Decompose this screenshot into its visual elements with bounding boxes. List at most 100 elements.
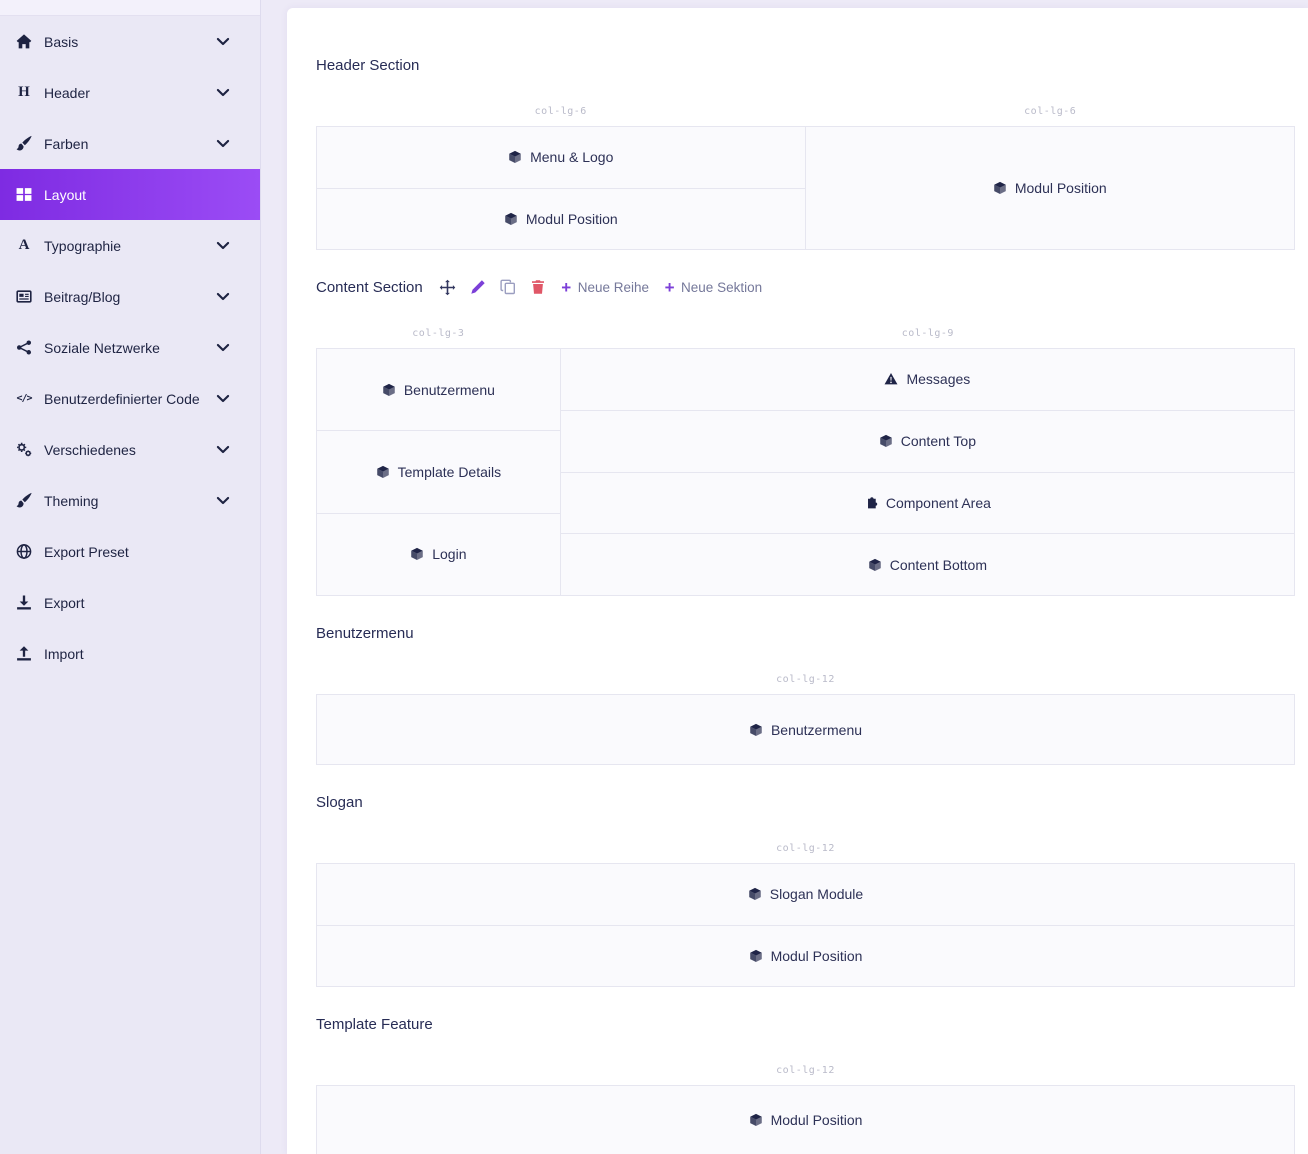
col-size-label: col-lg-6	[1024, 106, 1077, 117]
module-cell-menu-logo[interactable]: Menu & Logo	[317, 127, 805, 188]
add-neue-reihe-button[interactable]: + Neue Reihe	[560, 279, 650, 296]
sidebar-item-typographie[interactable]: A Typographie	[0, 220, 260, 271]
layout-section-benutzermenu: Benutzermenu col-lg-12 Benutzermenu	[316, 622, 1295, 765]
cube-icon	[508, 150, 522, 164]
module-label: Content Top	[900, 433, 976, 450]
sidebar-item-farben[interactable]: Farben	[0, 118, 260, 169]
module-cell-content-bottom[interactable]: Content Bottom	[560, 533, 1294, 595]
pencil-icon[interactable]	[470, 279, 486, 295]
col-size-label: col-lg-3	[412, 328, 465, 339]
cube-icon	[410, 547, 424, 561]
module-label: Benutzermenu	[403, 381, 495, 398]
download-icon	[15, 594, 33, 611]
sidebar-item-benutzerdefinierter-code[interactable]: </> Benutzerdefinierter Code	[0, 373, 260, 424]
module-label: Messages	[906, 371, 971, 388]
add-link-label: Neue Sektion	[681, 279, 763, 295]
sidebar-item-label: Basis	[44, 33, 79, 50]
module-cell-modul-position[interactable]: Modul Position	[317, 924, 1294, 987]
cube-icon	[376, 465, 390, 479]
cube-icon	[504, 212, 518, 226]
module-label: Modul Position	[525, 210, 618, 227]
column-box: Slogan Module Modul Position	[316, 863, 1295, 987]
sidebar-item-import[interactable]: Import	[0, 628, 260, 679]
share-icon	[15, 339, 33, 356]
module-cell-component-area[interactable]: Component Area	[560, 471, 1294, 534]
module-cell-slogan-module[interactable]: Slogan Module	[317, 864, 1294, 925]
cube-icon	[748, 887, 762, 901]
module-cell-messages[interactable]: Messages	[561, 349, 1294, 410]
sidebar-item-theming[interactable]: Theming	[0, 475, 260, 526]
section-title: Template Feature	[316, 1015, 433, 1033]
cube-icon	[382, 383, 396, 397]
layout-column: col-lg-6 Menu & Logo Modul Position	[316, 106, 806, 250]
add-neue-sektion-button[interactable]: + Neue Sektion	[663, 277, 763, 297]
add-link-label: Neue Reihe	[577, 279, 650, 295]
sidebar-item-verschiedenes[interactable]: Verschiedenes	[0, 424, 260, 475]
module-cell-login[interactable]: Login	[317, 512, 560, 595]
sidebar-item-label: Benutzerdefinierter Code	[44, 390, 200, 407]
sidebar-item-soziale-netzwerke[interactable]: Soziale Netzwerke	[0, 322, 260, 373]
sidebar-item-label: Layout	[44, 186, 87, 203]
module-cell-benutzermenu[interactable]: Benutzermenu	[317, 695, 1294, 764]
chevron-down-icon	[214, 84, 232, 101]
cube-icon	[749, 723, 763, 737]
sidebar-item-layout[interactable]: Layout	[0, 169, 260, 220]
chevron-down-icon	[214, 441, 232, 458]
column-box: Messages Content Top Component Area Content…	[560, 348, 1295, 596]
module-cell-modul-position[interactable]: Modul Position	[317, 187, 805, 250]
col-size-label: col-lg-12	[776, 674, 835, 685]
module-label: Benutzermenu	[770, 721, 863, 738]
chevron-down-icon	[214, 492, 232, 509]
layout-column: col-lg-12 Slogan Module Modul Position	[316, 843, 1295, 987]
newspaper-icon	[15, 288, 33, 305]
globe-icon	[15, 543, 33, 560]
layout-section-content-section: Content Section + Neue Reihe + Neue Sektion c…	[316, 276, 1295, 596]
sidebar-item-basis[interactable]: Basis	[0, 16, 260, 67]
sidebar-item-export-preset[interactable]: Export Preset	[0, 526, 260, 577]
module-label: Modul Position	[770, 947, 863, 964]
sidebar-item-label: Typographie	[44, 237, 122, 254]
col-size-label: col-lg-6	[534, 106, 587, 117]
layout-column: col-lg-12 Benutzermenu	[316, 674, 1295, 765]
chevron-down-icon	[214, 339, 232, 356]
section-title: Content Section	[316, 278, 423, 296]
cube-icon	[879, 434, 893, 448]
module-label: Modul Position	[1014, 180, 1107, 196]
section-title: Slogan	[316, 793, 363, 811]
module-cell-modul-position[interactable]: Modul Position	[317, 1086, 1294, 1154]
module-label: Content Bottom	[889, 556, 988, 573]
plus-icon: +	[664, 277, 675, 297]
sidebar-item-label: Import	[44, 645, 84, 662]
sidebar-item-beitrag-blog[interactable]: Beitrag/Blog	[0, 271, 260, 322]
chevron-down-icon	[214, 33, 232, 50]
col-size-label: col-lg-12	[776, 843, 835, 854]
font-icon: A	[18, 237, 30, 253]
module-cell-benutzermenu[interactable]: Benutzermenu	[317, 349, 560, 430]
layout-column: col-lg-12 Modul Position	[316, 1065, 1295, 1154]
module-cell-content-top[interactable]: Content Top	[560, 409, 1294, 472]
sidebar-item-export[interactable]: Export	[0, 577, 260, 628]
layout-section-slogan: Slogan col-lg-12 Slogan Module Modul Positi…	[316, 791, 1295, 987]
home-icon	[15, 33, 33, 50]
move-icon[interactable]	[439, 279, 456, 296]
sidebar-item-label: Theming	[44, 492, 99, 509]
layout-section-template-feature: Template Feature col-lg-12 Modul Position	[316, 1013, 1295, 1154]
column-box: Menu & Logo Modul Position	[316, 126, 806, 250]
code-icon: </>	[16, 392, 32, 404]
layout-column: col-lg-6 Modul Position	[805, 106, 1295, 250]
module-label: Slogan Module	[769, 886, 864, 903]
copy-icon[interactable]	[500, 279, 516, 295]
module-label: Menu & Logo	[530, 149, 614, 166]
chevron-down-icon	[214, 390, 232, 407]
module-cell-template-details[interactable]: Template Details	[317, 430, 560, 512]
sidebar-item-label: Beitrag/Blog	[44, 288, 121, 305]
module-cell-modul-position[interactable]: Modul Position	[806, 127, 1295, 249]
chevron-down-icon	[214, 288, 232, 305]
layout-icon	[15, 186, 33, 203]
layout-row: col-lg-6 Menu & Logo Modul Position col-lg-…	[316, 106, 1295, 250]
trash-icon[interactable]	[530, 279, 546, 295]
column-box: Benutzermenu	[316, 694, 1295, 765]
column-box: Benutzermenu Template Details Login	[316, 348, 561, 596]
gears-icon	[15, 441, 33, 458]
sidebar-item-header[interactable]: H Header	[0, 67, 260, 118]
